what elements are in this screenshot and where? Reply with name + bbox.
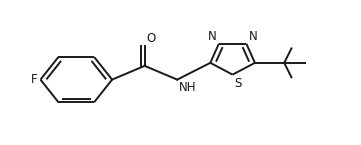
Text: O: O [146, 31, 156, 45]
Text: N: N [208, 30, 216, 43]
Text: F: F [31, 73, 38, 86]
Text: S: S [234, 77, 242, 90]
Text: N: N [249, 30, 258, 43]
Text: NH: NH [179, 81, 196, 94]
